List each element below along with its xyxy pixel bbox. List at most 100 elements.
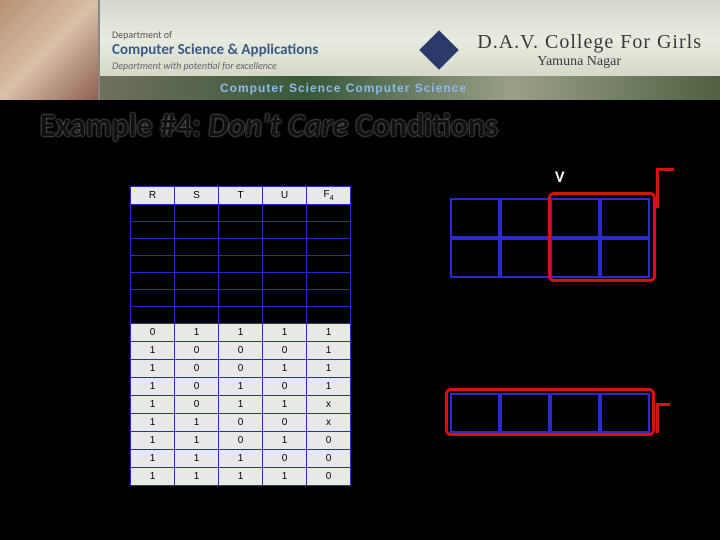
truth-table-cell: 1	[219, 468, 263, 486]
truth-table-cell: 1	[175, 414, 219, 432]
truth-table-cell-blank	[307, 256, 351, 273]
kmap-top-label: V	[555, 168, 564, 187]
truth-table-cell: 1	[307, 342, 351, 360]
truth-table-cell: 1	[263, 324, 307, 342]
truth-table-cell: 1	[307, 324, 351, 342]
truth-table-cell: 1	[131, 342, 175, 360]
truth-table-cell-blank	[175, 222, 219, 239]
truth-table-cell-blank	[131, 239, 175, 256]
truth-table-cell: x	[307, 396, 351, 414]
truth-table-cell: 1	[219, 324, 263, 342]
truth-table-cell-blank	[263, 222, 307, 239]
truth-table-cell: 1	[307, 360, 351, 378]
truth-table-cell-blank	[307, 290, 351, 307]
truth-table-cell-blank	[131, 222, 175, 239]
truth-table-cell-blank	[219, 239, 263, 256]
truth-table-cell-blank	[263, 307, 307, 324]
truth-table-cell: 0	[131, 324, 175, 342]
truth-table-cell-blank	[263, 256, 307, 273]
truth-table-cell: 1	[131, 432, 175, 450]
truth-table-cell: 1	[219, 378, 263, 396]
truth-table-cell-blank	[307, 307, 351, 324]
truth-table-cell: 0	[219, 342, 263, 360]
kmap-cell	[500, 238, 550, 278]
truth-table-cell-blank	[175, 307, 219, 324]
dept-tag: Department with potential for excellence	[112, 59, 409, 72]
college-location: Yamuna Nagar	[477, 54, 702, 70]
kmap-cell	[450, 198, 500, 238]
truth-table-cell: 1	[131, 360, 175, 378]
truth-table-cell: 1	[219, 450, 263, 468]
truth-table-cell: 0	[175, 342, 219, 360]
truth-table-cell-blank	[175, 273, 219, 290]
truth-table-cell: 1	[131, 396, 175, 414]
truth-table-cell: 0	[175, 360, 219, 378]
truth-table-cell: 0	[307, 450, 351, 468]
truth-table-header: F4	[307, 187, 351, 205]
truth-table-cell: 1	[263, 396, 307, 414]
truth-table-cell-blank	[307, 239, 351, 256]
truth-table-cell: 0	[219, 360, 263, 378]
truth-table-cell: 0	[307, 432, 351, 450]
header-banner: Department of Computer Science & Applica…	[0, 0, 720, 100]
truth-table-cell: 0	[175, 396, 219, 414]
truth-table-cell: x	[307, 414, 351, 432]
truth-table-cell-blank	[219, 256, 263, 273]
kmap-connector	[656, 168, 674, 171]
truth-table-cell-blank	[219, 222, 263, 239]
truth-table-cell-blank	[131, 205, 175, 222]
truth-table-cell-blank	[263, 290, 307, 307]
diamond-logo	[409, 20, 469, 80]
truth-table-cell-blank	[175, 256, 219, 273]
truth-table-cell: 1	[175, 324, 219, 342]
truth-table-cell: 1	[263, 432, 307, 450]
truth-table-cell-blank	[131, 273, 175, 290]
truth-table-cell-blank	[219, 307, 263, 324]
truth-table-cell: 1	[131, 414, 175, 432]
truth-table-cell: 1	[263, 468, 307, 486]
truth-table-cell: 0	[263, 378, 307, 396]
truth-table-cell: 1	[131, 378, 175, 396]
truth-table-cell: 0	[219, 414, 263, 432]
kmap-group	[445, 388, 655, 436]
banner-department: Department of Computer Science & Applica…	[100, 28, 409, 72]
truth-table-cell-blank	[219, 205, 263, 222]
truth-table-cell: 1	[175, 450, 219, 468]
kmap-cell	[500, 198, 550, 238]
truth-table-cell-blank	[219, 273, 263, 290]
truth-table-cell: 1	[219, 396, 263, 414]
truth-table-cell-blank	[219, 290, 263, 307]
college-name: D.A.V. College For Girls	[477, 31, 702, 54]
truth-table-header: T	[219, 187, 263, 205]
banner-building-photo	[0, 0, 100, 100]
kmap-connector	[656, 403, 670, 406]
truth-table-cell-blank	[175, 239, 219, 256]
truth-table-header: U	[263, 187, 307, 205]
truth-table: RSTUF4011111000110011101011011x1100x1101…	[130, 186, 351, 486]
truth-table-cell-blank	[175, 290, 219, 307]
truth-table-cell-blank	[263, 239, 307, 256]
truth-table-cell: 0	[263, 414, 307, 432]
truth-table-cell-blank	[263, 273, 307, 290]
truth-table-cell: 0	[219, 432, 263, 450]
truth-table-cell-blank	[307, 273, 351, 290]
truth-table-header: S	[175, 187, 219, 205]
slide-title: Example #4: Don't Care Conditions	[0, 100, 720, 145]
banner-strip: Computer Science Computer Science	[100, 76, 720, 100]
banner-college: D.A.V. College For Girls Yamuna Nagar	[469, 31, 720, 70]
truth-table-cell: 1	[263, 360, 307, 378]
kmap-cell	[450, 238, 500, 278]
dept-name: Computer Science & Applications	[112, 41, 409, 59]
truth-table-cell-blank	[131, 290, 175, 307]
truth-table-cell: 1	[175, 468, 219, 486]
truth-table-cell: 0	[263, 342, 307, 360]
truth-table-cell: 0	[307, 468, 351, 486]
kmap-group	[548, 192, 656, 282]
kmap-connector	[656, 403, 659, 433]
truth-table-cell: 1	[131, 468, 175, 486]
truth-table-cell-blank	[263, 205, 307, 222]
truth-table-cell-blank	[307, 222, 351, 239]
truth-table-cell-blank	[175, 205, 219, 222]
truth-table-cell: 0	[263, 450, 307, 468]
truth-table-cell: 0	[175, 378, 219, 396]
